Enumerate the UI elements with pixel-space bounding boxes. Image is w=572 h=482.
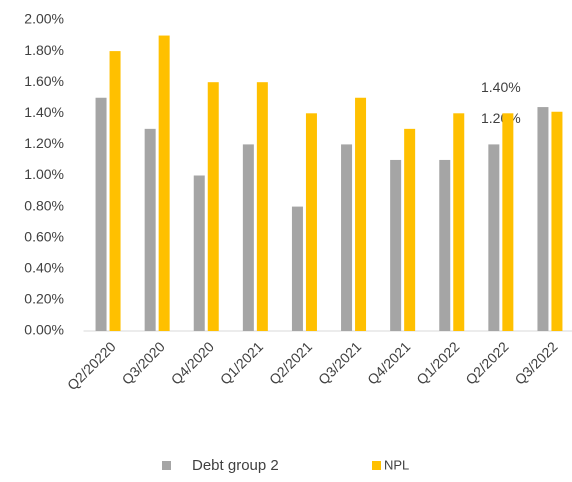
x-tick-label: Q1/2022 bbox=[413, 338, 462, 387]
bar bbox=[305, 113, 317, 331]
x-tick-label: Q3/2021 bbox=[315, 338, 364, 387]
legend-label: NPL bbox=[384, 457, 409, 472]
x-tick-label: Q2/2021 bbox=[266, 338, 315, 387]
bar bbox=[404, 128, 416, 331]
bar bbox=[488, 144, 500, 331]
bar bbox=[95, 97, 107, 331]
bar bbox=[537, 107, 549, 331]
y-tick-label: 1.80% bbox=[24, 42, 64, 58]
y-tick-label: 1.60% bbox=[24, 73, 64, 89]
y-tick-label: 0.00% bbox=[24, 322, 64, 338]
x-tick-label: Q2/20220 bbox=[64, 338, 119, 393]
bar bbox=[144, 128, 156, 331]
bar bbox=[256, 82, 268, 331]
y-tick-label: 0.20% bbox=[24, 291, 64, 307]
x-tick-label: Q3/2020 bbox=[119, 338, 168, 387]
data-label: 1.40% bbox=[481, 79, 521, 95]
bar bbox=[242, 144, 254, 331]
legend-swatch bbox=[162, 461, 171, 470]
data-label: 1.20% bbox=[481, 110, 521, 126]
bar bbox=[439, 159, 451, 331]
bar bbox=[158, 35, 170, 332]
y-tick-label: 1.00% bbox=[24, 166, 64, 182]
bar bbox=[291, 206, 303, 331]
y-tick-label: 0.60% bbox=[24, 228, 64, 244]
bar bbox=[341, 144, 353, 331]
x-tick-label: Q3/2022 bbox=[511, 338, 560, 387]
bar bbox=[207, 82, 219, 331]
y-tick-label: 1.20% bbox=[24, 135, 64, 151]
bar bbox=[453, 113, 465, 331]
bar bbox=[551, 111, 563, 332]
legend-swatch bbox=[372, 461, 381, 470]
y-tick-label: 1.40% bbox=[24, 104, 64, 120]
y-tick-label: 2.00% bbox=[24, 11, 64, 27]
bar bbox=[355, 97, 367, 331]
x-tick-label: Q1/2021 bbox=[217, 338, 266, 387]
bar bbox=[390, 159, 402, 331]
x-tick-label: Q4/2020 bbox=[168, 338, 217, 387]
bar bbox=[502, 113, 514, 331]
y-tick-label: 0.40% bbox=[24, 260, 64, 276]
bar bbox=[193, 175, 205, 331]
x-tick-label: Q4/2021 bbox=[364, 338, 413, 387]
x-tick-label: Q2/2022 bbox=[462, 338, 511, 387]
legend-label: Debt group 2 bbox=[192, 457, 279, 474]
bar bbox=[109, 51, 121, 331]
y-tick-label: 0.80% bbox=[24, 197, 64, 213]
